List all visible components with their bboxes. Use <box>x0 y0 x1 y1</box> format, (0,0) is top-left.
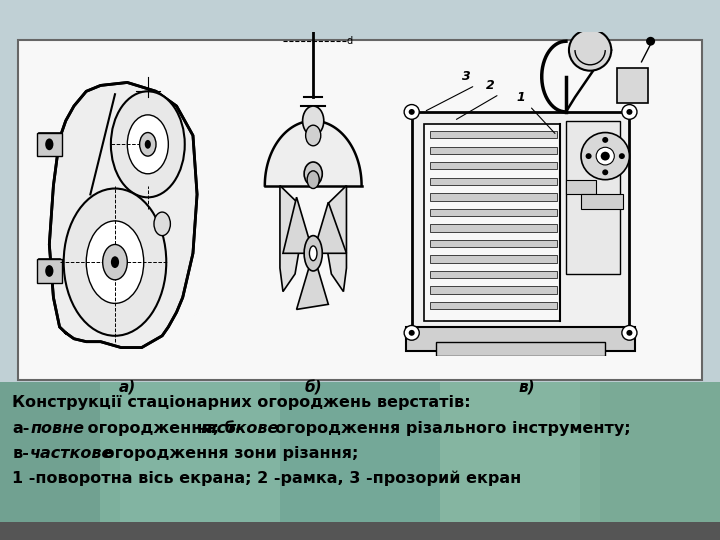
Bar <box>430 209 557 216</box>
Text: в): в) <box>518 380 535 395</box>
Text: огородження; б-: огородження; б- <box>82 421 242 436</box>
Circle shape <box>140 132 156 156</box>
Bar <box>37 132 62 156</box>
Circle shape <box>409 109 415 115</box>
Circle shape <box>622 105 637 119</box>
Circle shape <box>581 132 629 180</box>
Text: часткове: часткове <box>196 421 279 435</box>
Circle shape <box>626 109 632 115</box>
Bar <box>100 382 280 540</box>
Bar <box>430 131 557 138</box>
Ellipse shape <box>306 125 321 146</box>
Circle shape <box>86 221 144 303</box>
Bar <box>430 224 557 232</box>
Circle shape <box>45 138 53 150</box>
Ellipse shape <box>307 171 319 188</box>
Circle shape <box>111 256 119 268</box>
Bar <box>430 286 557 294</box>
Circle shape <box>569 30 611 71</box>
Bar <box>18 40 702 380</box>
Bar <box>0 382 720 540</box>
Bar <box>0 522 720 540</box>
Text: d: d <box>346 36 353 46</box>
Text: в-: в- <box>12 446 29 461</box>
Bar <box>430 271 557 278</box>
Bar <box>440 382 600 540</box>
Circle shape <box>602 137 608 143</box>
Bar <box>566 121 621 274</box>
Ellipse shape <box>304 162 323 186</box>
Text: а): а) <box>119 380 136 395</box>
Bar <box>39 259 60 283</box>
Circle shape <box>63 188 166 336</box>
Circle shape <box>404 326 419 340</box>
Bar <box>412 112 629 333</box>
Text: а-: а- <box>12 421 30 435</box>
Bar <box>430 178 557 185</box>
Bar <box>0 382 120 540</box>
Text: огородження зони різання;: огородження зони різання; <box>98 446 358 461</box>
Text: 1 -поворотна вісь екрана; 2 -рамка, 3 -прозорий екран: 1 -поворотна вісь екрана; 2 -рамка, 3 -п… <box>12 471 521 486</box>
Bar <box>405 327 636 350</box>
Text: повне: повне <box>30 421 84 435</box>
Ellipse shape <box>302 106 324 136</box>
Bar <box>566 180 596 194</box>
Bar <box>430 146 557 154</box>
Bar <box>430 255 557 262</box>
Circle shape <box>310 246 317 261</box>
Bar <box>617 68 647 103</box>
Polygon shape <box>265 121 361 186</box>
Circle shape <box>600 152 610 160</box>
Bar <box>0 0 720 385</box>
Circle shape <box>404 105 419 119</box>
Polygon shape <box>315 202 346 253</box>
Text: часткове: часткове <box>30 446 114 461</box>
Circle shape <box>585 153 592 159</box>
Circle shape <box>602 170 608 176</box>
Circle shape <box>646 37 655 46</box>
Bar <box>581 194 624 209</box>
Circle shape <box>626 330 632 336</box>
Bar <box>436 342 606 356</box>
Bar <box>580 382 720 540</box>
Polygon shape <box>49 83 197 348</box>
Text: огородження різального інструменту;: огородження різального інструменту; <box>264 421 630 435</box>
Text: 1: 1 <box>516 91 525 104</box>
Circle shape <box>45 265 53 277</box>
Circle shape <box>103 245 127 280</box>
Polygon shape <box>280 186 301 292</box>
Bar <box>430 193 557 200</box>
Text: 2: 2 <box>486 79 495 92</box>
Bar <box>430 240 557 247</box>
Bar <box>430 162 557 170</box>
Circle shape <box>154 212 171 235</box>
Polygon shape <box>325 186 346 292</box>
Bar <box>430 302 557 309</box>
Bar <box>424 124 560 321</box>
Circle shape <box>409 330 415 336</box>
Text: 3: 3 <box>462 70 470 83</box>
Text: б): б) <box>305 380 322 395</box>
Circle shape <box>145 140 151 149</box>
Circle shape <box>127 115 168 174</box>
Polygon shape <box>283 197 310 253</box>
Circle shape <box>596 147 614 165</box>
Bar <box>39 132 60 156</box>
Text: Конструкції стаціонарних огороджень верстатів:: Конструкції стаціонарних огороджень верс… <box>12 395 471 410</box>
Circle shape <box>619 153 625 159</box>
Bar <box>37 259 62 283</box>
Bar <box>280 382 440 540</box>
Polygon shape <box>297 261 328 309</box>
Circle shape <box>304 235 323 271</box>
Circle shape <box>622 326 637 340</box>
Circle shape <box>111 91 185 197</box>
